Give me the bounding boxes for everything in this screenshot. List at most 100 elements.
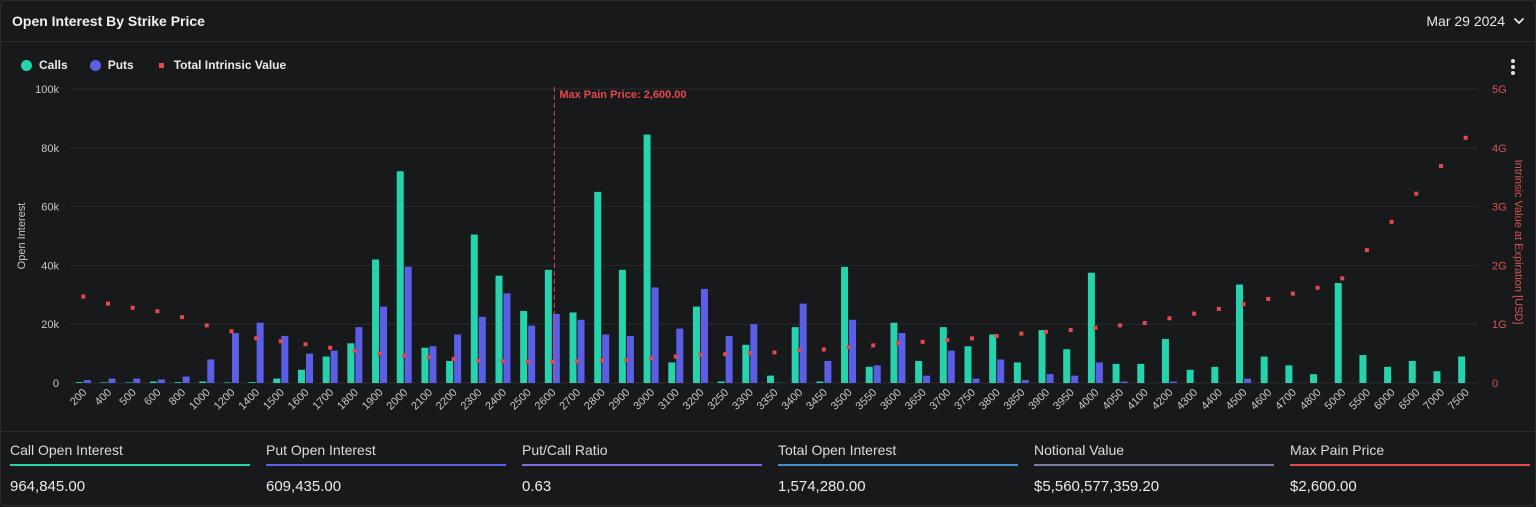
x-tick-label: 3450 [804,387,830,413]
put-bar [405,267,412,383]
stat-underline [522,464,762,466]
stat-value: $5,560,577,359.20 [1034,478,1274,495]
put-bar [1170,382,1177,383]
put-bar [109,379,116,383]
intrinsic-point [1291,292,1295,296]
call-bar [495,276,502,383]
x-tick-label: 2500 [508,387,534,413]
x-tick-label: 1000 [187,387,213,413]
stat-max-pain-price: Max Pain Price$2,600.00 [1290,442,1530,495]
stat-label: Call Open Interest [10,442,250,458]
call-bar [1014,362,1021,383]
put-bar [306,354,313,383]
put-bar [1022,380,1029,383]
intrinsic-point [1464,136,1468,140]
call-bar [816,382,823,383]
stat-value: $2,600.00 [1290,478,1530,495]
call-bar [76,382,83,383]
y2-tick-label: 5G [1492,84,1507,96]
stat-value: 964,845.00 [10,478,250,495]
x-tick-label: 4200 [1150,387,1176,413]
chart-legend: Calls Puts Total Intrinsic Value [21,58,286,72]
call-bar [175,382,182,383]
intrinsic-point [847,345,851,349]
intrinsic-point [1242,302,1246,306]
expiration-date-dropdown[interactable]: Mar 29 2024 [1426,13,1525,29]
put-bar [997,359,1004,383]
call-bar [1039,330,1046,383]
stat-underline [1290,464,1530,466]
put-bar [898,333,905,383]
panel-header: Open Interest By Strike Price Mar 29 202… [1,1,1536,42]
x-tick-label: 4600 [1249,387,1275,413]
x-tick-label: 2600 [533,387,559,413]
put-bar [232,333,239,383]
call-bar [693,307,700,383]
put-bar [874,365,881,383]
stat-call-open-interest: Call Open Interest 964,845.00 [10,442,250,495]
intrinsic-point [1316,286,1320,290]
y2-tick-label: 0 [1492,378,1498,390]
put-bar [1121,382,1128,383]
put-bar [528,326,535,383]
call-bar [1187,370,1194,383]
legend-item-intrinsic[interactable]: Total Intrinsic Value [156,58,286,72]
intrinsic-point [81,295,85,299]
intrinsic-point [1167,316,1171,320]
legend-item-puts[interactable]: Puts [90,58,134,72]
put-bar [257,323,264,383]
put-bar [133,379,140,383]
x-tick-label: 4400 [1199,387,1225,413]
stat-underline [10,464,250,466]
x-tick-label: 2300 [459,387,485,413]
call-bar [1359,355,1366,383]
panel-title: Open Interest By Strike Price [12,13,205,29]
intrinsic-point [1044,330,1048,334]
put-bar [824,361,831,383]
intrinsic-point [871,343,875,347]
intrinsic-point [526,360,530,364]
y2-tick-label: 3G [1492,202,1507,214]
x-tick-label: 4700 [1273,387,1299,413]
x-tick-label: 4100 [1125,387,1151,413]
more-options-icon[interactable] [1505,57,1521,77]
x-tick-label: 2900 [607,387,633,413]
x-tick-label: 4050 [1100,387,1126,413]
x-tick-label: 2200 [434,387,460,413]
put-bar [578,320,585,383]
intrinsic-point [748,351,752,355]
call-bar [841,267,848,383]
put-bar [84,380,91,383]
y-tick-label: 60k [41,202,59,214]
intrinsic-point [1192,312,1196,316]
call-bar [1113,364,1120,383]
call-bar [570,312,577,383]
intrinsic-point [550,360,554,364]
put-bar [923,376,930,383]
y2-axis-title: Intrinsic Value at Expiration [USD] [1512,160,1524,325]
call-bar [1261,357,1268,383]
intrinsic-point [723,352,727,356]
x-tick-label: 200 [68,387,89,408]
intrinsic-point [180,315,184,319]
intrinsic-point [1069,328,1073,332]
legend-item-calls[interactable]: Calls [21,58,68,72]
expiration-date-label: Mar 29 2024 [1426,13,1505,29]
stat-value: 1,574,280.00 [778,478,1018,495]
call-bar [1211,367,1218,383]
x-tick-label: 7000 [1421,387,1447,413]
put-bar [1047,374,1054,383]
stat-underline [1034,464,1274,466]
call-bar [964,346,971,383]
x-tick-label: 3400 [780,387,806,413]
intrinsic-point [205,323,209,327]
intrinsic-point [452,357,456,361]
intrinsic-point [1093,326,1097,330]
stat-value: 0.63 [522,478,762,495]
x-tick-label: 1400 [236,387,262,413]
x-tick-label: 3750 [952,387,978,413]
x-tick-label: 800 [167,387,188,408]
x-tick-label: 2100 [409,387,435,413]
